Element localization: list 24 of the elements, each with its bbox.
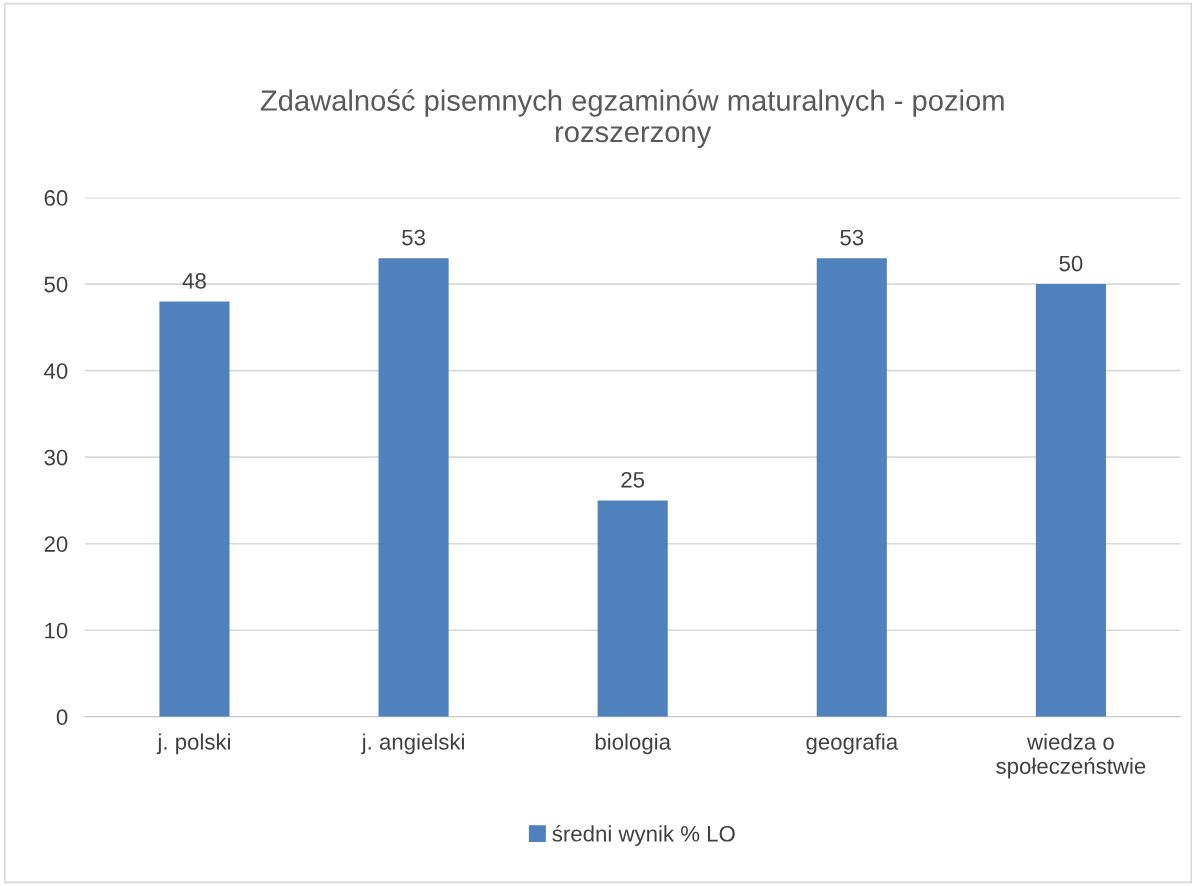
bar bbox=[378, 258, 449, 717]
x-tick-label: j. polski bbox=[156, 733, 231, 755]
x-tick-label: biologia bbox=[595, 733, 671, 755]
y-tick-label: 30 bbox=[44, 449, 68, 466]
y-tick-label: 50 bbox=[44, 276, 68, 293]
data-label: 53 bbox=[840, 229, 864, 246]
legend-label: średni wynik % LO bbox=[552, 825, 735, 847]
bar bbox=[1035, 284, 1106, 717]
chart-title: Zdawalność pisemnych egzaminów maturalnych - poziom rozszerzony bbox=[260, 89, 1004, 149]
x-tick-label: j. angielski bbox=[361, 733, 464, 755]
bar bbox=[816, 258, 887, 717]
data-label: 53 bbox=[402, 229, 425, 246]
data-label: 50 bbox=[1059, 255, 1083, 272]
data-label: 25 bbox=[621, 471, 645, 488]
y-tick-label: 60 bbox=[44, 190, 68, 206]
y-tick-label: 20 bbox=[44, 536, 68, 552]
x-tick-label: geografia bbox=[806, 733, 899, 755]
data-label: 48 bbox=[182, 272, 206, 289]
y-tick-label: 40 bbox=[44, 363, 68, 379]
x-tick-label: wiedza o społeczeństwie bbox=[996, 733, 1146, 779]
bar bbox=[597, 500, 668, 717]
y-tick-label: 0 bbox=[56, 709, 68, 726]
bar bbox=[159, 301, 230, 717]
y-tick-label: 10 bbox=[45, 622, 68, 639]
